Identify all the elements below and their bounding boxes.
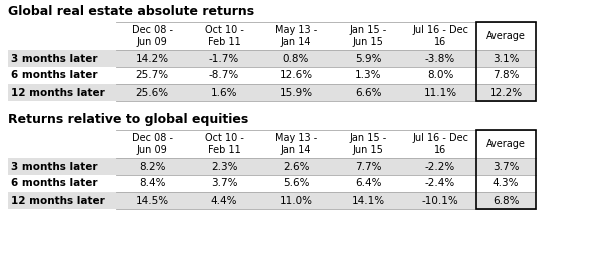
Text: 14.1%: 14.1% [351,195,384,205]
Text: 2.6%: 2.6% [283,161,309,171]
Text: 6 months later: 6 months later [11,179,98,189]
Text: Jul 16 - Dec
16: Jul 16 - Dec 16 [412,25,468,47]
Text: 5.6%: 5.6% [283,179,309,189]
Text: 8.4%: 8.4% [139,179,165,189]
Text: 1.6%: 1.6% [211,88,237,98]
Text: 7.7%: 7.7% [355,161,381,171]
Bar [8,84,536,101]
Text: Returns relative to global equities: Returns relative to global equities [8,113,248,126]
Text: 8.2%: 8.2% [139,161,165,171]
Bar [8,175,536,192]
Text: 6 months later: 6 months later [11,70,98,80]
Text: 4.4%: 4.4% [211,195,237,205]
Text: Average: Average [486,31,526,41]
Text: Jan 15 -
Jun 15: Jan 15 - Jun 15 [349,133,387,155]
Text: 12.2%: 12.2% [490,88,523,98]
Text: 15.9%: 15.9% [279,88,312,98]
Text: 12 months later: 12 months later [11,195,105,205]
Text: Dec 08 -
Jun 09: Dec 08 - Jun 09 [132,25,172,47]
Text: Jul 16 - Dec
16: Jul 16 - Dec 16 [412,133,468,155]
Text: 7.8%: 7.8% [493,70,519,80]
Text: 3.1%: 3.1% [493,53,519,63]
Bar [8,50,536,67]
Text: 12.6%: 12.6% [279,70,312,80]
Text: Oct 10 -
Feb 11: Oct 10 - Feb 11 [205,25,244,47]
Text: 0.8%: 0.8% [283,53,309,63]
Text: -1.7%: -1.7% [209,53,239,63]
Text: 8.0%: 8.0% [427,70,453,80]
Text: May 13 -
Jan 14: May 13 - Jan 14 [275,133,317,155]
Bar [8,67,536,84]
Text: -8.7%: -8.7% [209,70,239,80]
Bar [8,158,536,175]
Text: 6.4%: 6.4% [355,179,381,189]
Text: 14.2%: 14.2% [135,53,169,63]
Text: 14.5%: 14.5% [135,195,169,205]
Bar [476,130,536,209]
Text: 2.3%: 2.3% [211,161,237,171]
Text: 4.3%: 4.3% [493,179,519,189]
Text: 1.3%: 1.3% [355,70,381,80]
Text: 3 months later: 3 months later [11,53,98,63]
Text: 6.8%: 6.8% [493,195,519,205]
Bar [8,192,536,209]
Text: 12 months later: 12 months later [11,88,105,98]
Bar [476,22,536,101]
Text: 25.6%: 25.6% [135,88,169,98]
Text: 11.0%: 11.0% [279,195,312,205]
Text: -3.8%: -3.8% [425,53,455,63]
Text: -2.2%: -2.2% [425,161,455,171]
Text: 11.1%: 11.1% [424,88,456,98]
Text: Global real estate absolute returns: Global real estate absolute returns [8,5,254,18]
Text: -10.1%: -10.1% [422,195,458,205]
Text: May 13 -
Jan 14: May 13 - Jan 14 [275,25,317,47]
Text: Dec 08 -
Jun 09: Dec 08 - Jun 09 [132,133,172,155]
Text: 6.6%: 6.6% [355,88,381,98]
Text: 25.7%: 25.7% [135,70,169,80]
Text: 5.9%: 5.9% [355,53,381,63]
Text: Jan 15 -
Jun 15: Jan 15 - Jun 15 [349,25,387,47]
Text: 3.7%: 3.7% [493,161,519,171]
Text: 3.7%: 3.7% [211,179,237,189]
Text: -2.4%: -2.4% [425,179,455,189]
Text: Average: Average [486,139,526,149]
Text: 3 months later: 3 months later [11,161,98,171]
Text: Oct 10 -
Feb 11: Oct 10 - Feb 11 [205,133,244,155]
